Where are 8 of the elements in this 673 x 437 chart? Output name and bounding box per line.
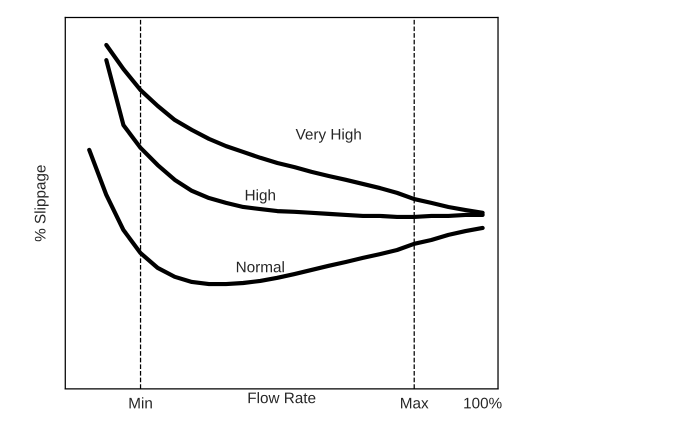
x-tick-label: Max xyxy=(401,398,428,408)
y-axis-title: % Slippage xyxy=(34,165,49,242)
x-tick-label: 100% xyxy=(464,398,502,408)
series-label: Normal xyxy=(236,261,284,272)
series-label: Very High xyxy=(296,128,361,143)
series-label: High xyxy=(246,189,275,204)
x-tick-label: Min xyxy=(129,397,152,408)
x-axis-title: Flow Rate xyxy=(248,392,316,404)
